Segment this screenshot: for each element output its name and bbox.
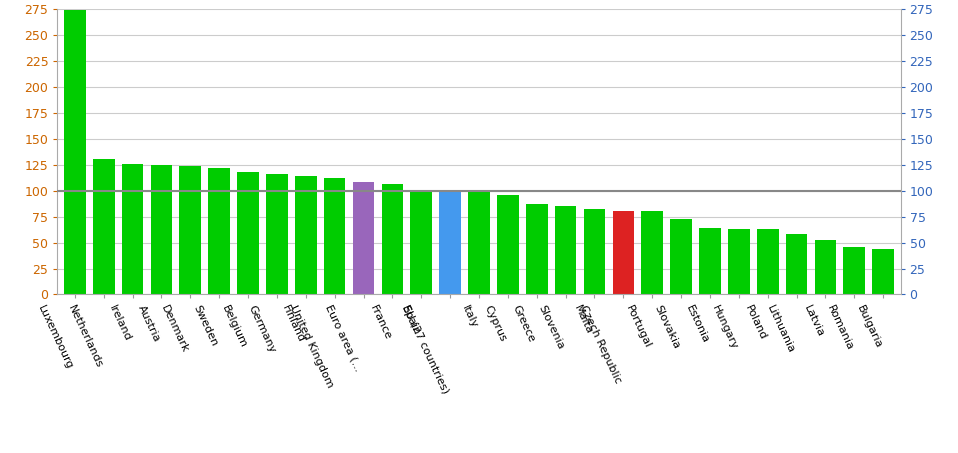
Bar: [64, 10, 85, 294]
Bar: [238, 172, 259, 294]
Bar: [353, 183, 375, 294]
Bar: [497, 195, 518, 294]
Bar: [671, 219, 692, 294]
Bar: [122, 164, 144, 294]
Bar: [526, 204, 548, 294]
Bar: [468, 192, 490, 294]
Bar: [440, 191, 461, 294]
Bar: [93, 159, 115, 294]
Bar: [381, 184, 403, 294]
Bar: [843, 247, 865, 294]
Bar: [786, 234, 808, 294]
Bar: [757, 229, 779, 294]
Bar: [179, 166, 201, 294]
Bar: [814, 241, 836, 294]
Bar: [699, 228, 720, 294]
Bar: [873, 249, 894, 294]
Bar: [642, 212, 663, 294]
Bar: [266, 174, 287, 294]
Bar: [583, 209, 605, 294]
Bar: [612, 212, 634, 294]
Bar: [324, 178, 346, 294]
Bar: [208, 168, 230, 294]
Bar: [410, 191, 432, 294]
Bar: [150, 165, 172, 294]
Bar: [295, 176, 316, 294]
Bar: [555, 206, 577, 294]
Bar: [728, 229, 750, 294]
